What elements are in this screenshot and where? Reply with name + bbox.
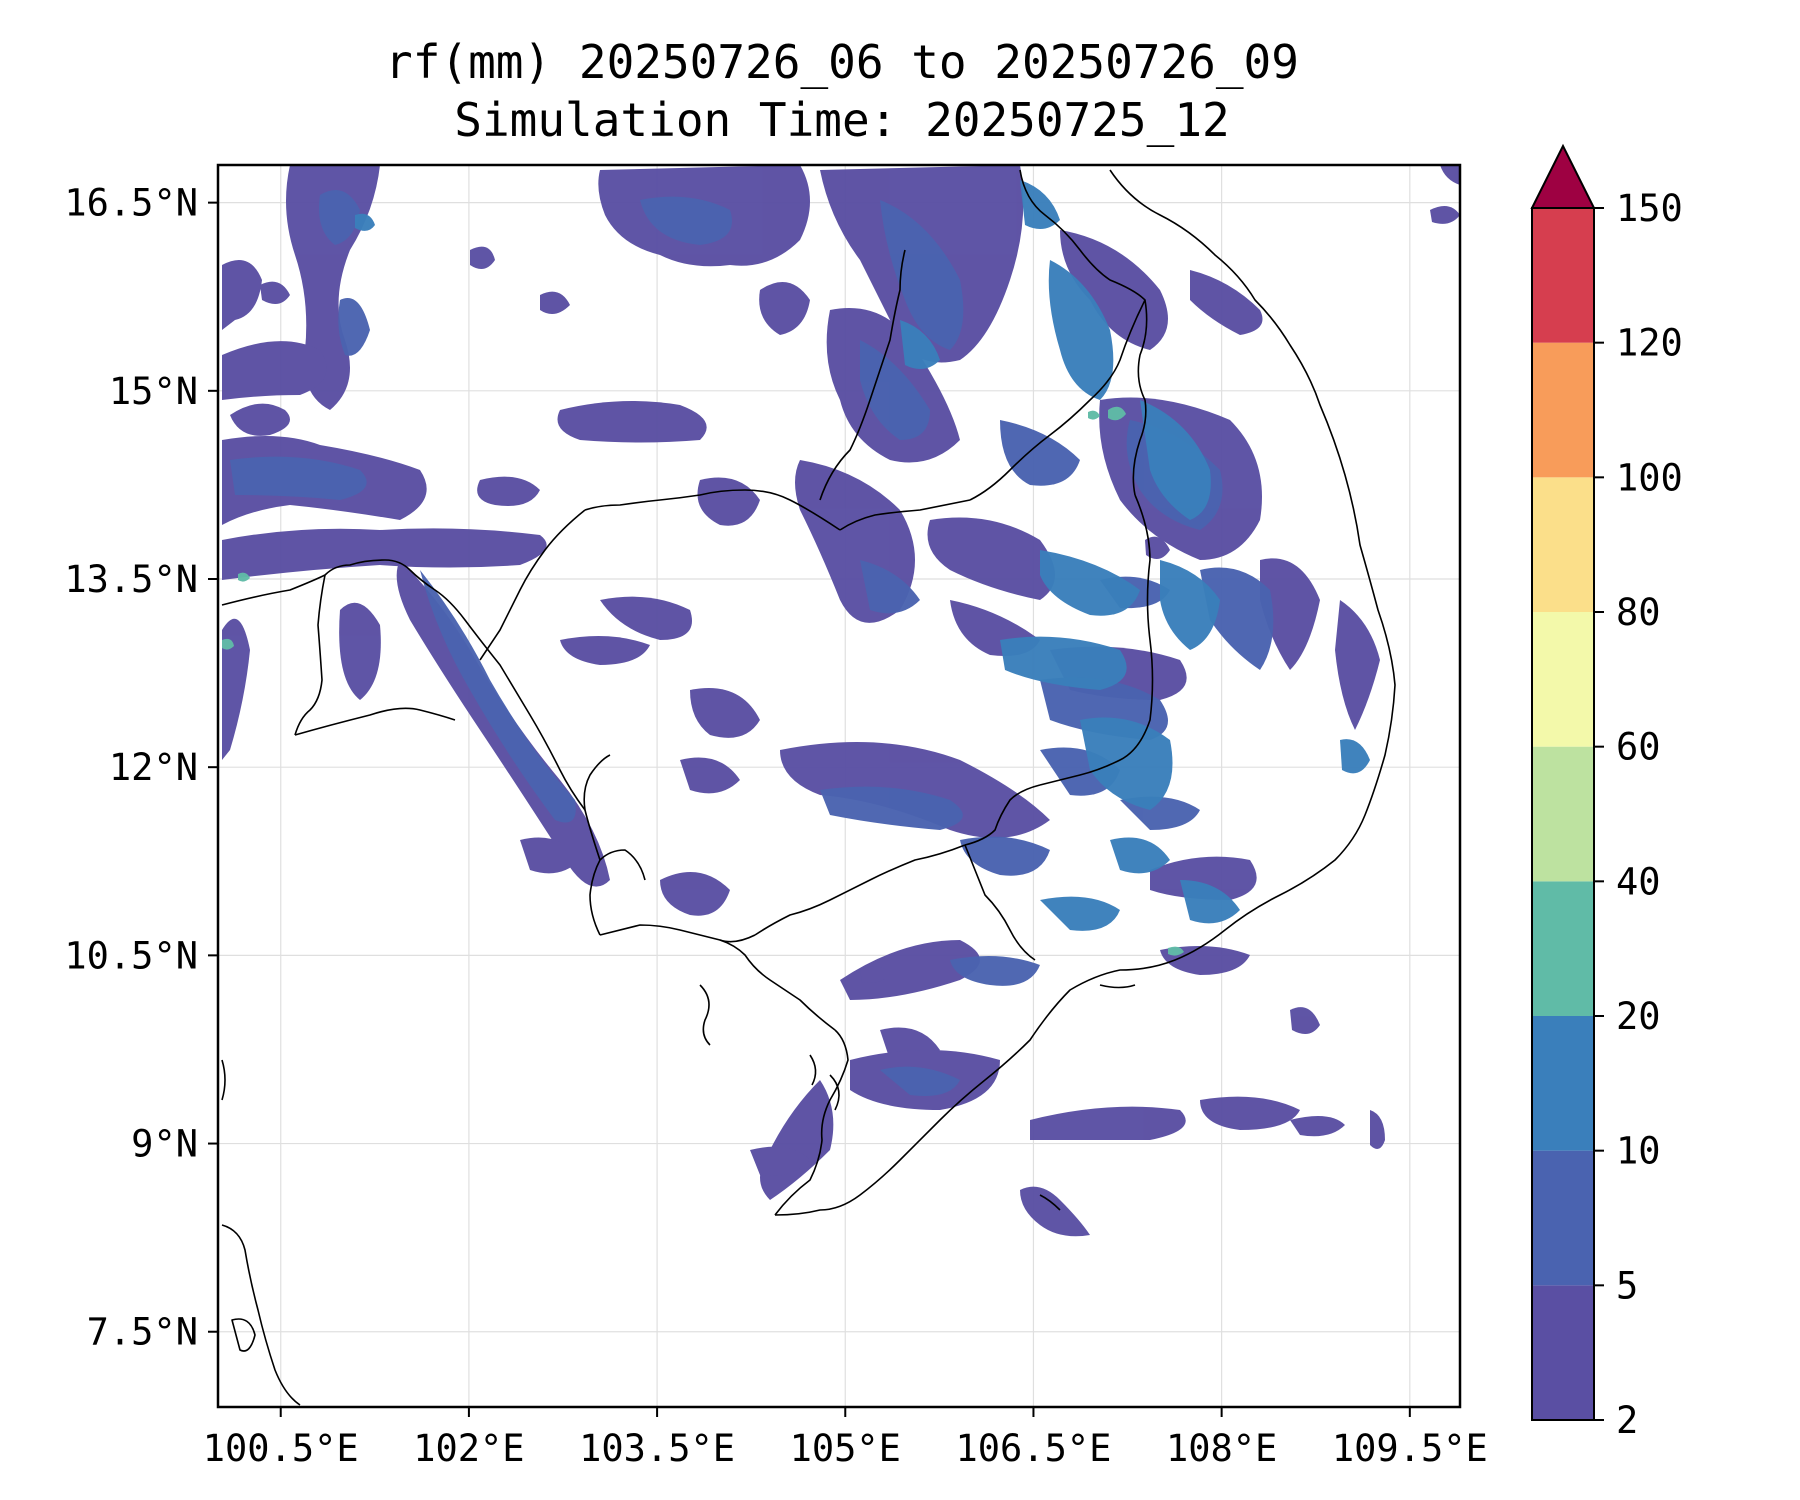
lat-tick-label-6: 7.5°N [87,1311,198,1354]
latitude-axis: 16.5°N 15°N 13.5°N 12°N 10.5°N 9°N 7.5°N [64,182,218,1354]
rain-shading-10-20mm [355,180,1370,931]
lat-tick-label-0: 16.5°N [64,182,198,225]
colorbar-tick-label-9: 150 [1616,187,1683,230]
colorbar-tick-label-2: 10 [1616,1130,1661,1173]
colorbar-segment-6 [1532,477,1594,612]
colorbar-extend-arrow [1530,143,1596,209]
lon-tick-label-4: 106.5°E [955,1427,1111,1470]
colorbar-segment-3 [1532,881,1594,1016]
colorbar-segment-5 [1532,612,1594,747]
colorbar-tick-label-5: 60 [1616,726,1661,769]
lat-tick-label-5: 9°N [131,1123,198,1166]
colorbar-segment-4 [1532,746,1594,882]
lon-tick-label-0: 100.5°E [203,1427,359,1470]
colorbar-segment-1 [1532,1150,1594,1286]
rain-shading-5-10mm [230,190,1274,1096]
colorbar-tick-label-0: 2 [1616,1399,1638,1442]
coastlines-and-borders [221,169,1396,1406]
colorbar-tick-label-1: 5 [1616,1264,1638,1307]
colorbar-tick-label-3: 20 [1616,995,1661,1038]
lat-tick-label-3: 12°N [109,746,198,789]
lat-tick-label-2: 13.5°N [64,558,198,601]
colorbar-segment-7 [1532,342,1594,478]
lon-tick-label-5: 108°E [1166,1427,1277,1470]
colorbar: 2 5 10 20 40 60 80 100 120 150 [1530,143,1683,1442]
lat-tick-label-4: 10.5°N [64,934,198,977]
lat-tick-label-1: 15°N [109,370,198,413]
lon-tick-label-2: 103.5°E [579,1427,735,1470]
colorbar-tick-label-8: 120 [1616,322,1683,365]
map-title-line1: rf(mm) 20250726_06 to 20250726_09 [385,35,1299,89]
colorbar-tick-label-4: 40 [1616,860,1661,903]
longitude-axis: 100.5°E 102°E 103.5°E 105°E 106.5°E 108°E 109.… [203,1407,1488,1470]
lon-tick-label-3: 105°E [790,1427,901,1470]
colorbar-segment-0 [1532,1285,1594,1420]
colorbar-frame [1531,207,1595,1421]
colorbar-segment-8 [1532,208,1594,343]
lon-tick-label-1: 102°E [413,1427,524,1470]
colorbar-tick-label-7: 100 [1616,456,1683,499]
rain-shading-20-40mm [222,406,1184,956]
colorbar-segment-2 [1532,1016,1594,1151]
colorbar-tick-label-6: 80 [1616,591,1661,634]
map-title-line2: Simulation Time: 20250725_12 [454,93,1229,147]
lon-tick-label-6: 109.5°E [1332,1427,1488,1470]
map-plot-area [218,165,1460,1407]
map-frame [216,163,1462,1409]
